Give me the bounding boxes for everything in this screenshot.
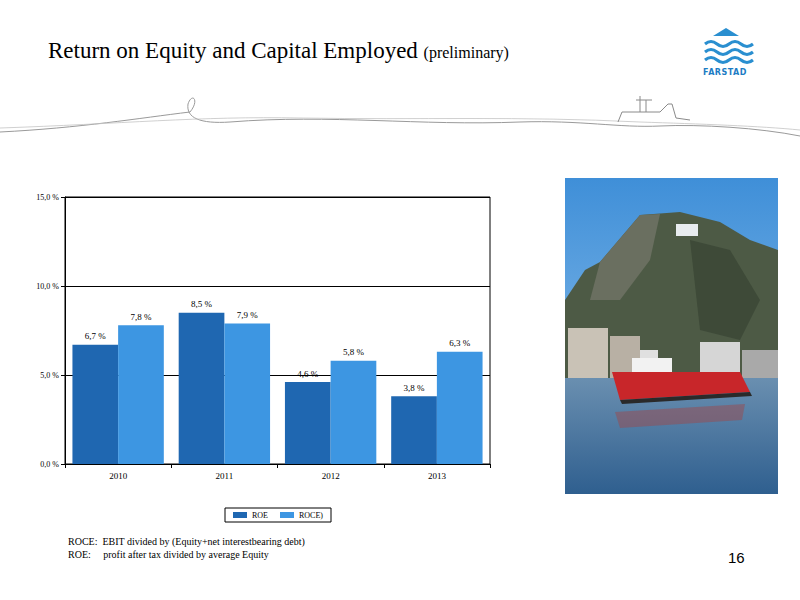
svg-text:5,8 %: 5,8 % [343,347,365,357]
svg-text:2011: 2011 [216,471,234,481]
svg-text:10,0 %: 10,0 % [36,282,59,291]
svg-text:15,0 %: 15,0 % [36,193,59,202]
svg-text:8,5 %: 8,5 % [191,299,213,309]
svg-text:7,9 %: 7,9 % [237,310,259,320]
svg-text:7,8 %: 7,8 % [130,312,152,322]
html-text:Return on Equity and Capital E: Return on Equity and Capital Employed (p… [48,38,509,63]
svg-text:ROE: ROE [252,511,268,520]
html-text:FARSTAD: FARSTAD [703,68,747,77]
svg-text:6,3 %: 6,3 % [449,338,471,348]
svg-text:6,7 %: 6,7 % [85,331,107,341]
svg-text:5,0 %: 5,0 % [40,371,59,380]
svg-text:0,0 %: 0,0 % [40,460,59,469]
html-text:ROCE: EBIT divided by (Equity+: ROCE: EBIT divided by (Equity+net intere… [68,536,305,560]
svg-text:2012: 2012 [322,471,340,481]
svg-text:ROCE): ROCE) [299,511,323,520]
html-text:16: 16 [728,549,745,566]
svg-text:2013: 2013 [428,471,447,481]
svg-text:4,6 %: 4,6 % [297,369,319,379]
svg-text:3,8 %: 3,8 % [404,383,426,393]
svg-text:2010: 2010 [109,471,128,481]
